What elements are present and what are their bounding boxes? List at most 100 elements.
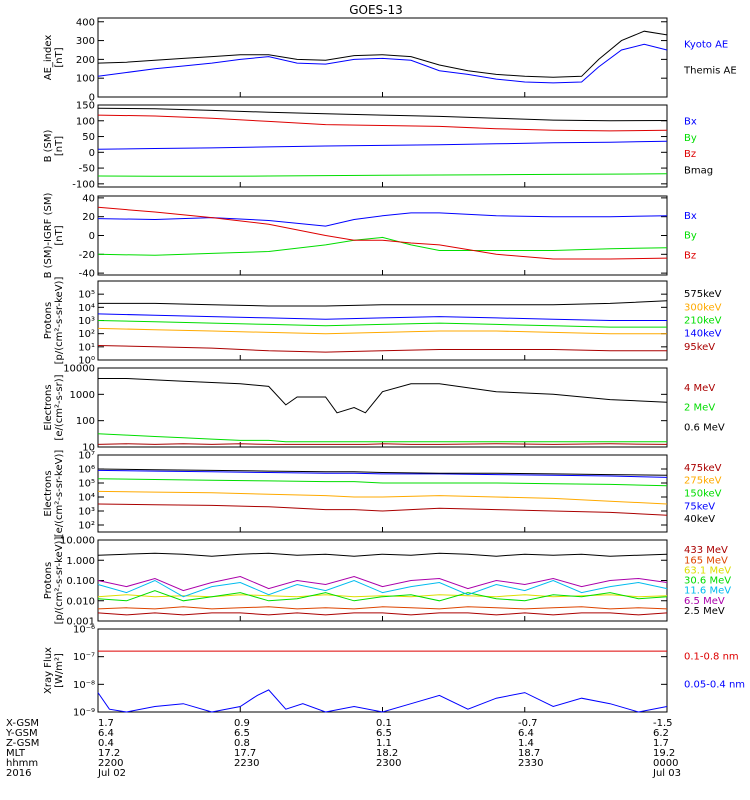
y-tick-label: -20	[79, 250, 95, 261]
panel-ae: 0 100 200 300 400 AE_index [nT] Kyoto AE Themis …	[43, 17, 737, 103]
y-tick-label: 10⁷	[78, 451, 95, 462]
y-tick-label: 0	[89, 93, 95, 104]
y-tick-label: 200	[76, 55, 95, 66]
y-tick-label: -50	[79, 164, 95, 175]
series-line-by	[97, 236, 668, 256]
figure-title: GOES-13	[349, 3, 403, 17]
y-axis-label: [nT]	[54, 47, 65, 67]
legend-entry: Bx	[684, 211, 697, 222]
legend-entry: 30.6 MeV	[684, 576, 731, 587]
y-tick-label: 40	[82, 193, 95, 204]
series-line-95kev	[97, 345, 667, 353]
y-axis-label: [p/(cm²-s-sr-keV)]	[54, 277, 65, 365]
y-tick-label: 1.000	[66, 556, 95, 567]
series-line-210kev	[97, 320, 667, 328]
y-tick-label: 10³	[78, 316, 95, 327]
legend-entry: Bz	[684, 250, 696, 261]
y-tick-label: 0.010	[66, 596, 95, 607]
y-tick-label: 10⁵	[78, 479, 95, 490]
legend-entry: 433 MeV	[684, 545, 728, 556]
y-axis-label: [e/(cm²-s-sr-keV)]	[54, 450, 65, 538]
y-tick-label: 400	[76, 17, 95, 28]
y-axis-label: Protons	[43, 302, 54, 339]
series-line-bx	[97, 140, 668, 150]
y-tick-label: 100	[76, 116, 95, 127]
series-line-bmag	[97, 107, 668, 122]
legend-entry: 6.5 MeV	[684, 596, 725, 607]
series-line-6-5-mev	[97, 575, 668, 592]
y-tick-label: 10¹	[78, 342, 95, 353]
legend-entry: 300keV	[684, 302, 722, 313]
series-line-433-mev	[97, 612, 668, 616]
panel-protons1: 10⁰ 10¹ 10² 10³ 10⁴ 10⁵ Protons [p/(cm²-s-sr-ke…	[43, 277, 722, 367]
y-tick-label: 1000	[70, 390, 95, 401]
y-tick-label: 10⁵	[78, 290, 95, 301]
series-line-0-05-0-4-nm	[97, 689, 668, 713]
y-tick-label: 0	[89, 148, 95, 159]
series-line-2-5-mev	[97, 552, 668, 557]
series-line-140kev	[97, 313, 667, 321]
legend-entry: Bmag	[684, 166, 713, 177]
y-tick-label: 10³	[78, 507, 95, 518]
legend-entry: 2.5 MeV	[684, 606, 725, 617]
y-axis-label: [p/(cm²-s-sr-keV)]	[54, 537, 65, 625]
panel-bigrf: -40 -20 0 20 40 B (SM)-IGRF (SM) [nT] Bx By Bz	[43, 193, 697, 280]
y-axis-label: [nT]	[54, 136, 65, 156]
legend-entry: 11.6 MeV	[684, 586, 731, 597]
y-tick-label: 10²	[78, 329, 95, 340]
legend-entry: 63.1 MeV	[684, 565, 731, 576]
legend-entry: 575keV	[684, 289, 722, 300]
panel-xray: 10⁻⁹ 10⁻⁸ 10⁻⁷ 10⁻⁶ Xray Flux [W/m²] 0.1-0.8 n…	[43, 625, 745, 719]
y-axis-label: [W/m²]	[54, 653, 65, 688]
y-tick-label: 10⁻⁶	[73, 625, 95, 636]
legend-entry: 210keV	[684, 316, 722, 327]
series-line-by	[97, 173, 668, 177]
series-line-75kev	[97, 469, 668, 478]
y-axis-label: Electrons	[43, 384, 54, 430]
legend-entry: Bx	[684, 116, 697, 127]
legend-entry: By	[684, 231, 697, 242]
series-line-themis-ae	[97, 30, 668, 78]
y-tick-label: 10⁴	[78, 303, 95, 314]
series-line-0-6-mev	[98, 378, 668, 414]
panel-frame	[97, 195, 668, 276]
y-tick-label: 0	[89, 231, 95, 242]
panel-bsm: -100 -50 0 50 100 150 B (SM) [nT] Bx By Bz Bmag	[43, 101, 713, 191]
y-axis-label: Xray Flux	[43, 647, 54, 694]
y-tick-label: -100	[72, 179, 95, 190]
legend-entry: 40keV	[684, 514, 715, 525]
y-tick-label: 10⁴	[78, 493, 95, 504]
y-tick-label: 10⁻⁸	[73, 680, 95, 691]
y-tick-label: 300	[76, 36, 95, 47]
series-line-bz	[97, 206, 668, 260]
legend-entry: 75keV	[684, 501, 715, 512]
panel-frame	[97, 454, 668, 533]
series-line-30-6-mev	[97, 590, 668, 602]
series-line-2-mev	[97, 433, 667, 443]
legend-entry: 4 MeV	[684, 383, 715, 394]
y-axis-label: [nT]	[54, 225, 65, 245]
panel-frame	[97, 280, 668, 361]
panel-frame	[97, 17, 668, 98]
legend-entry: 165 MeV	[684, 555, 728, 566]
panel-frame	[97, 539, 668, 622]
y-tick-label: 0.001	[66, 617, 95, 628]
panel-electrons2: 10² 10³ 10⁴ 10⁵ 10⁶ 10⁷ Electrons [e/(cm²-s-sr-…	[43, 450, 722, 538]
y-axis-label: B (SM)	[43, 129, 54, 162]
y-tick-label: 10⁶	[78, 465, 95, 476]
legend-entry: 0.6 MeV	[684, 422, 725, 433]
legend-entry: 475keV	[684, 463, 722, 474]
y-tick-label: 0.100	[66, 576, 95, 587]
y-tick-label: 10000	[63, 364, 95, 375]
legend-entry: 275keV	[684, 476, 722, 487]
y-tick-label: 50	[82, 132, 95, 143]
series-line-kyoto-ae	[97, 43, 668, 84]
series-line-165-mev	[97, 606, 668, 610]
series-line-300kev	[97, 327, 667, 335]
series-line-4-mev	[97, 443, 668, 445]
y-tick-label: 10⁰	[78, 356, 95, 367]
legend-entry: 0.1-0.8 nm	[684, 652, 739, 663]
panel-frame	[97, 367, 668, 448]
